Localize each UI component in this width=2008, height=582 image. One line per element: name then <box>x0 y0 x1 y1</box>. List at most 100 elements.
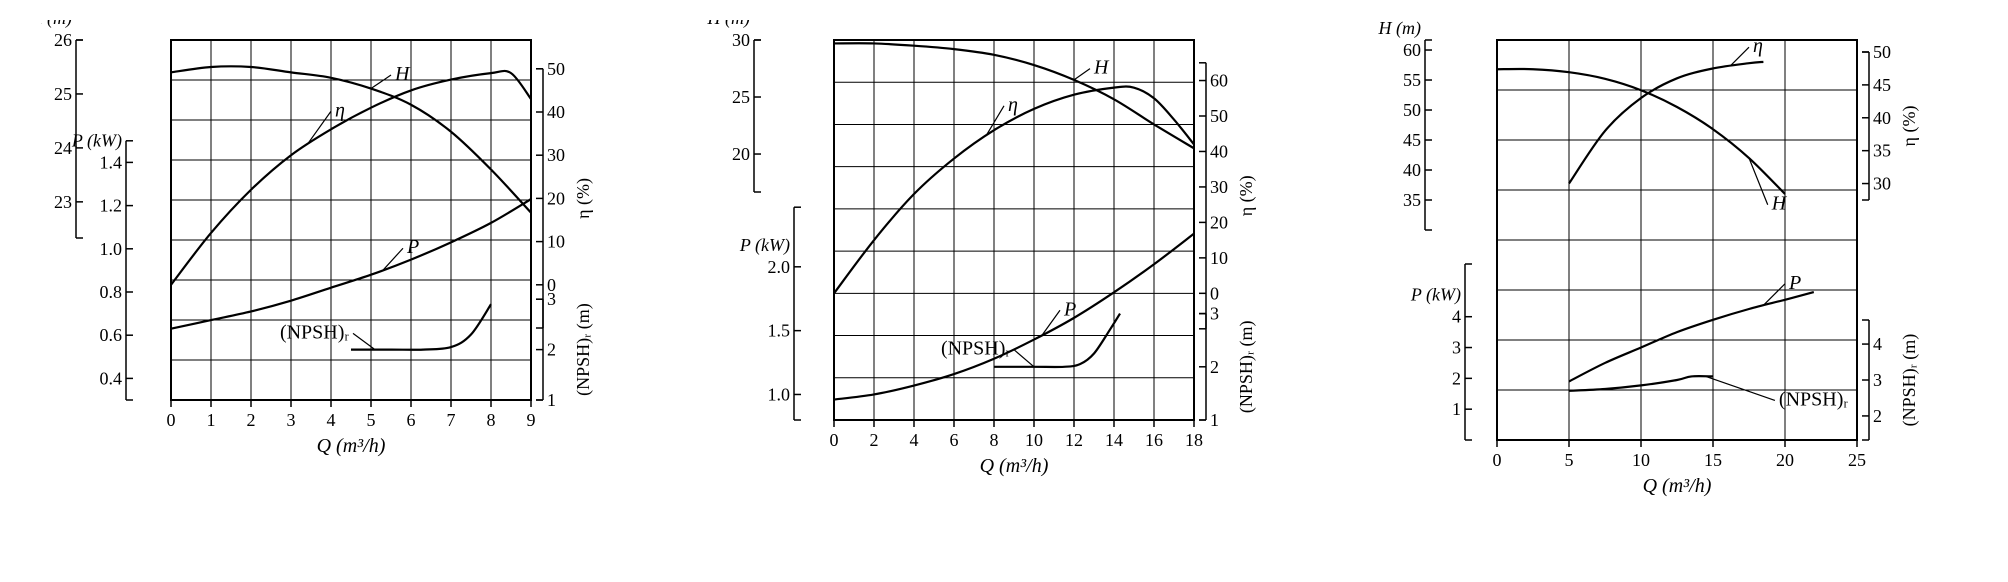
svg-text:40: 40 <box>1873 108 1891 128</box>
svg-text:16: 16 <box>1145 430 1163 450</box>
svg-text:10: 10 <box>1632 450 1650 470</box>
curve-NPSH <box>351 304 491 350</box>
axis-label-H: H (m) <box>41 20 72 29</box>
svg-text:24: 24 <box>54 138 72 158</box>
svg-text:0: 0 <box>1210 283 1219 303</box>
svg-text:20: 20 <box>547 188 565 208</box>
svg-text:2: 2 <box>1873 406 1882 426</box>
curve-eta <box>1569 62 1763 184</box>
curve-eta <box>171 71 531 285</box>
axis-label-H: H (m) <box>706 20 750 29</box>
svg-text:2: 2 <box>869 430 878 450</box>
svg-text:23: 23 <box>54 192 72 212</box>
axis-label-P: P (kW) <box>1409 285 1460 306</box>
svg-text:Q (m³/h): Q (m³/h) <box>980 455 1049 477</box>
svg-text:0.6: 0.6 <box>100 325 123 345</box>
svg-text:5: 5 <box>367 410 376 430</box>
svg-text:25: 25 <box>1848 450 1866 470</box>
svg-text:25: 25 <box>732 87 750 107</box>
svg-text:20: 20 <box>1776 450 1794 470</box>
svg-text:0: 0 <box>167 410 176 430</box>
svg-text:2: 2 <box>1210 357 1219 377</box>
axis-label-NPSH: (NPSH)ᵣ (m) <box>1236 320 1257 413</box>
pump-chart-B: 024681012141618Q (m³/h)202530H (m)1.01.5… <box>704 20 1304 490</box>
svg-text:4: 4 <box>909 430 918 450</box>
svg-text:40: 40 <box>1403 160 1421 180</box>
curve-label-P: P <box>406 236 419 258</box>
svg-text:3: 3 <box>1452 338 1461 358</box>
curve-label-eta: η <box>1008 94 1018 116</box>
curve-label-H: H <box>394 63 411 85</box>
curve-label-eta: η <box>335 99 345 121</box>
svg-text:1: 1 <box>1210 410 1219 430</box>
svg-text:3: 3 <box>1210 304 1219 324</box>
svg-text:10: 10 <box>1025 430 1043 450</box>
svg-text:Q (m³/h): Q (m³/h) <box>1642 475 1711 497</box>
svg-text:30: 30 <box>547 145 565 165</box>
svg-text:55: 55 <box>1403 70 1421 90</box>
curve-label-eta: η <box>1753 35 1763 57</box>
axis-label-NPSH: (NPSH)ᵣ (m) <box>573 303 594 396</box>
svg-text:50: 50 <box>1873 42 1891 62</box>
svg-text:40: 40 <box>547 102 565 122</box>
svg-text:12: 12 <box>1065 430 1083 450</box>
svg-text:4: 4 <box>1452 307 1461 327</box>
curve-label-NPSH: (NPSH)ᵣ <box>1779 388 1848 410</box>
svg-text:2: 2 <box>247 410 256 430</box>
curve-label-H: H <box>1093 57 1110 79</box>
axis-label-eta: η (%) <box>573 178 594 219</box>
svg-text:60: 60 <box>1403 40 1421 60</box>
svg-text:35: 35 <box>1873 141 1891 161</box>
curve-NPSH <box>994 314 1120 367</box>
chart-row: 0123456789Q (m³/h)23242526H (m)0.40.60.8… <box>0 0 2008 582</box>
svg-text:15: 15 <box>1704 450 1722 470</box>
svg-text:30: 30 <box>1210 177 1228 197</box>
curve-label-P: P <box>1788 272 1801 294</box>
svg-text:9: 9 <box>527 410 536 430</box>
svg-text:26: 26 <box>54 30 72 50</box>
axis-label-eta: η (%) <box>1899 106 1920 147</box>
svg-text:2.0: 2.0 <box>767 257 790 277</box>
axis-label-P: P (kW) <box>739 235 790 256</box>
curve-label-H: H <box>1770 193 1787 215</box>
svg-text:30: 30 <box>1873 174 1891 194</box>
svg-text:1.2: 1.2 <box>100 196 123 216</box>
svg-text:3: 3 <box>547 289 556 309</box>
svg-text:0: 0 <box>1492 450 1501 470</box>
curve-P <box>1569 292 1814 381</box>
svg-text:25: 25 <box>54 84 72 104</box>
svg-text:1.0: 1.0 <box>100 239 123 259</box>
svg-text:50: 50 <box>1210 106 1228 126</box>
curve-label-NPSH: (NPSH)ᵣ <box>280 321 349 343</box>
curve-label-NPSH: (NPSH)ᵣ <box>941 338 1010 360</box>
axis-label-P: P (kW) <box>71 130 122 151</box>
curve-eta <box>834 87 1194 294</box>
svg-text:0.8: 0.8 <box>100 282 123 302</box>
svg-text:10: 10 <box>547 232 565 252</box>
svg-text:20: 20 <box>1210 212 1228 232</box>
curve-P <box>171 199 531 329</box>
svg-text:1: 1 <box>547 390 556 410</box>
svg-text:35: 35 <box>1403 190 1421 210</box>
svg-text:1: 1 <box>207 410 216 430</box>
svg-text:Q (m³/h): Q (m³/h) <box>317 435 386 457</box>
svg-text:10: 10 <box>1210 248 1228 268</box>
svg-text:1.0: 1.0 <box>767 384 790 404</box>
svg-text:8: 8 <box>487 410 496 430</box>
svg-text:30: 30 <box>732 30 750 50</box>
pump-chart-C: 0510152025Q (m³/h)354045505560H (m)1234P… <box>1367 20 1967 510</box>
svg-text:0: 0 <box>829 430 838 450</box>
curve-label-P: P <box>1063 298 1076 320</box>
svg-text:7: 7 <box>447 410 456 430</box>
svg-text:14: 14 <box>1105 430 1123 450</box>
svg-text:8: 8 <box>989 430 998 450</box>
svg-text:50: 50 <box>1403 100 1421 120</box>
svg-text:6: 6 <box>949 430 958 450</box>
axis-label-eta: η (%) <box>1236 175 1257 216</box>
curve-P <box>834 234 1194 400</box>
svg-text:20: 20 <box>732 144 750 164</box>
svg-text:6: 6 <box>407 410 416 430</box>
svg-text:2: 2 <box>1452 368 1461 388</box>
axis-label-H: H (m) <box>1377 20 1421 39</box>
svg-text:0.4: 0.4 <box>100 368 123 388</box>
